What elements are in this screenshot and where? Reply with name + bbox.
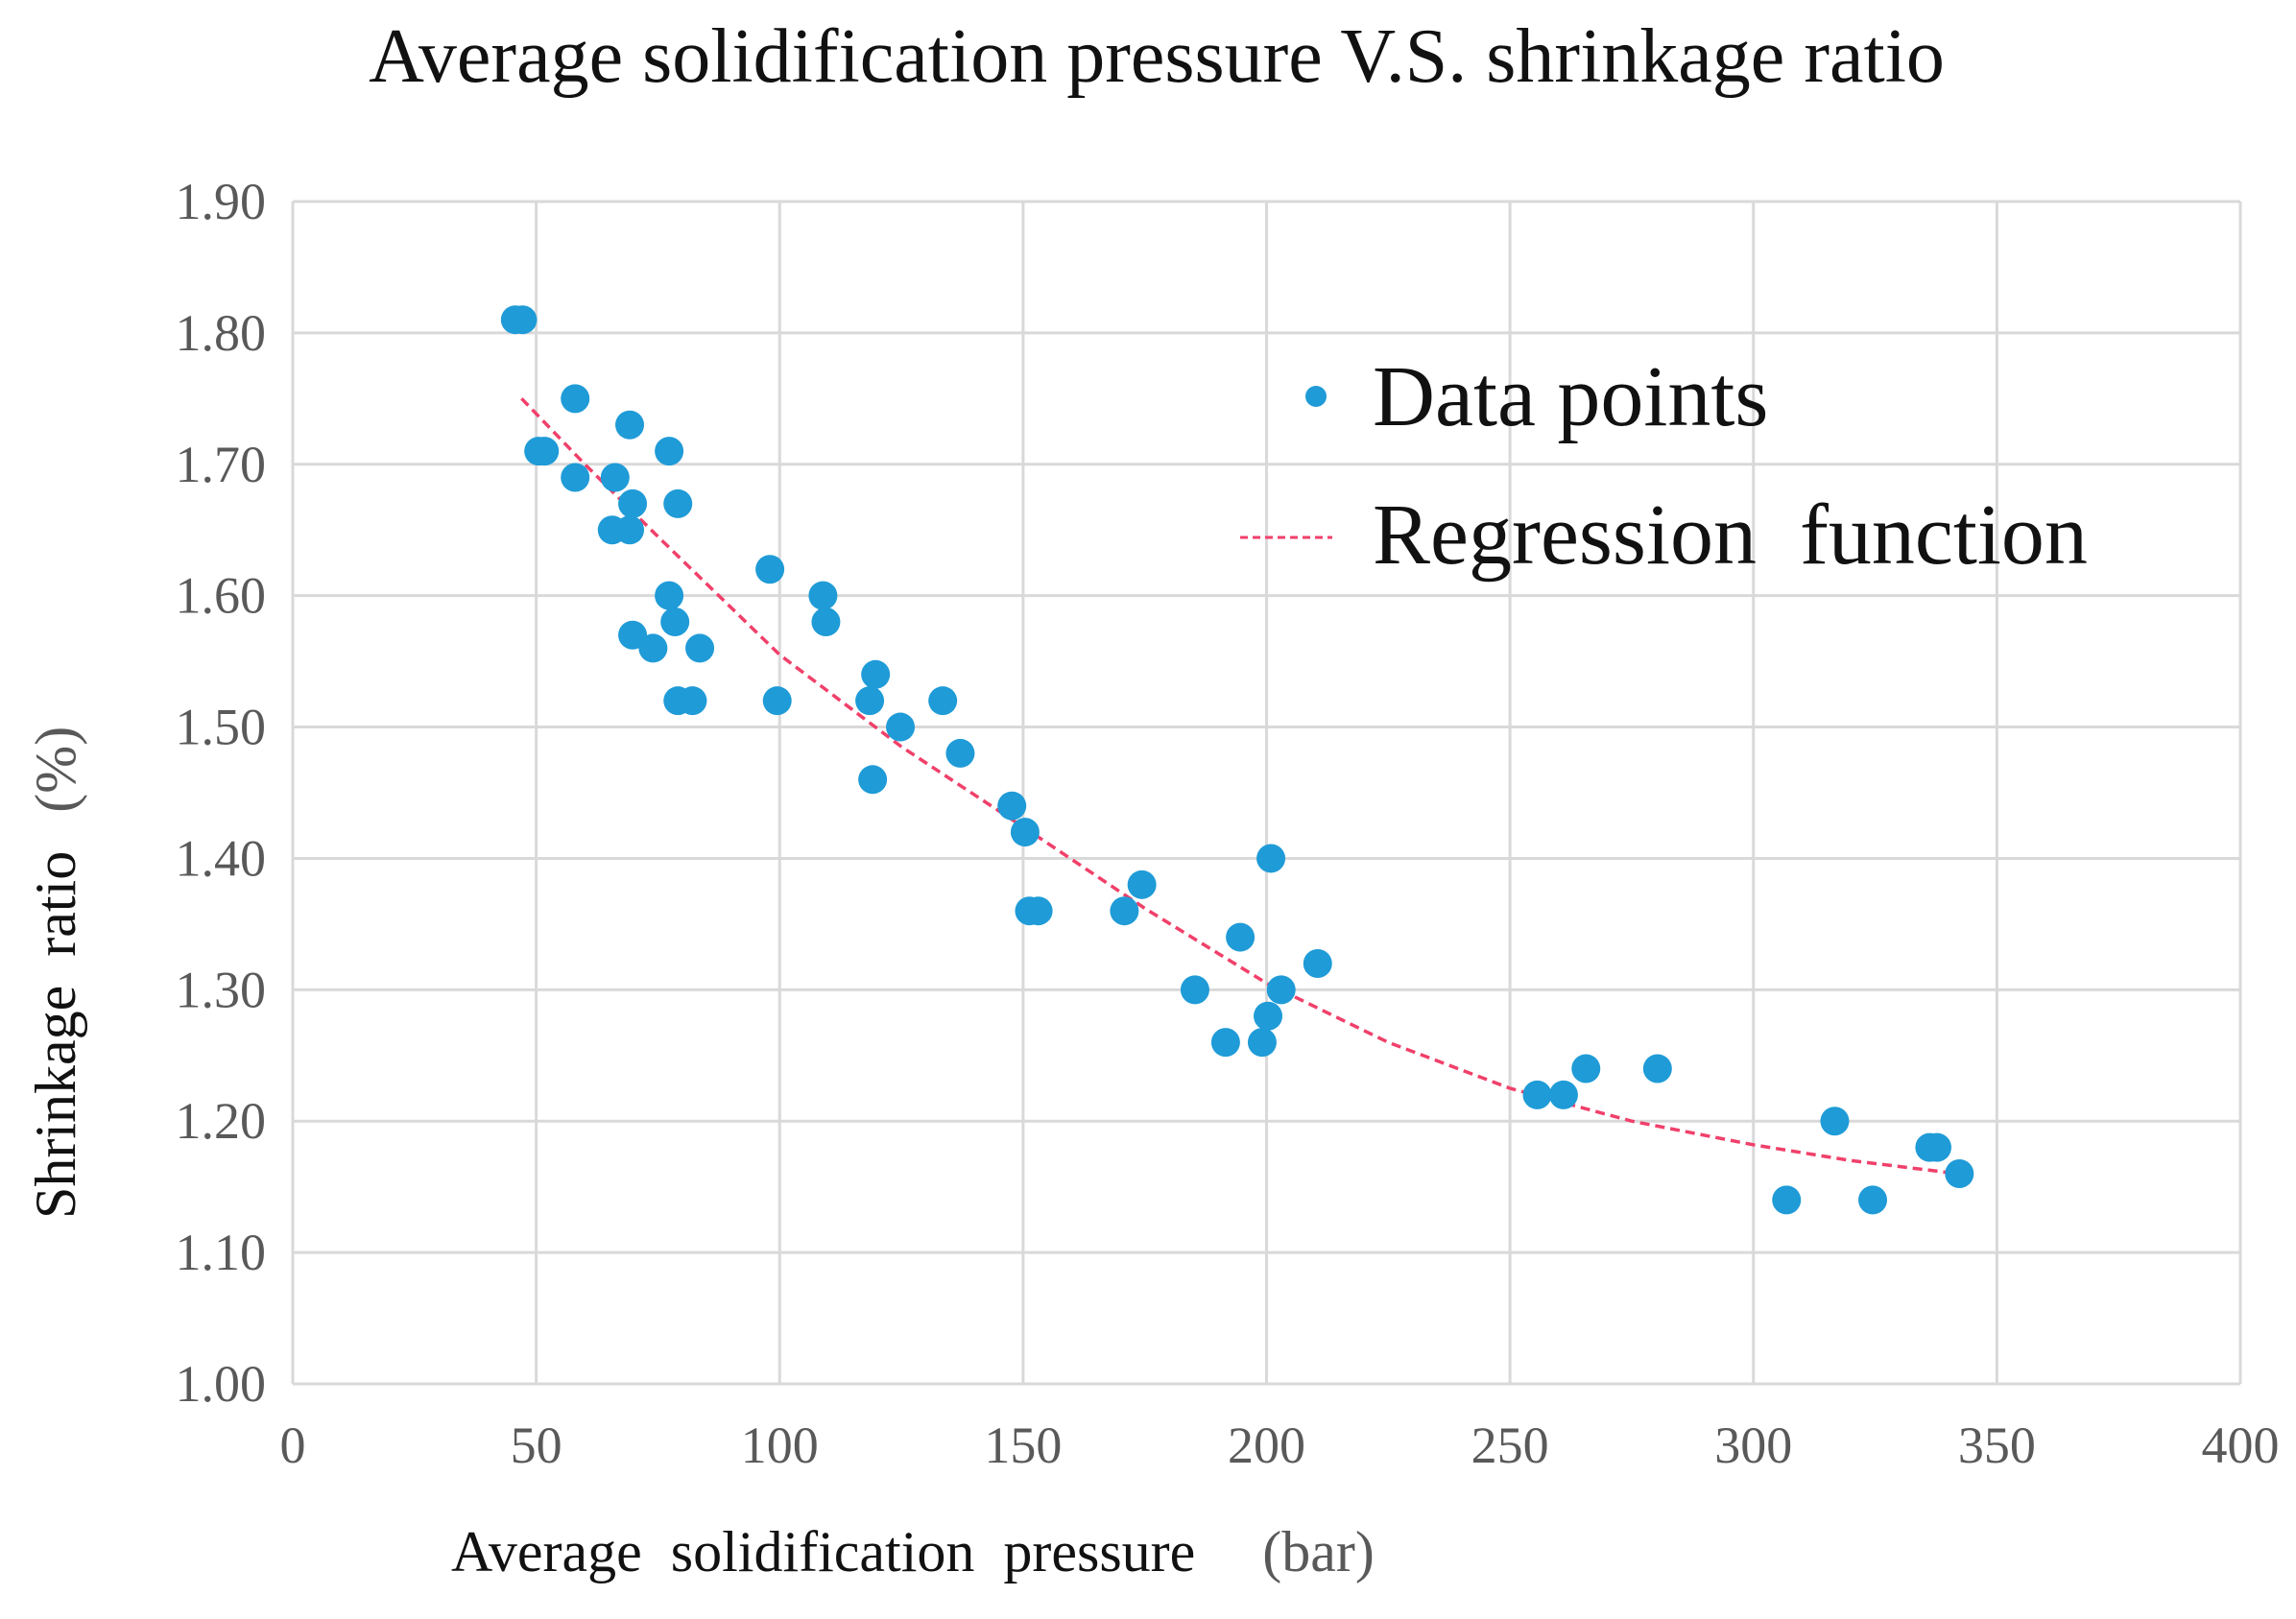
data-point [638,633,668,663]
y-axis-label: Shrinkage ratio (%) [24,726,87,1219]
data-point [561,384,590,414]
y-tick-label: 1.10 [176,1224,267,1281]
data-point [600,463,630,492]
chart-title: Average solidification pressure V.S. shr… [369,14,1945,99]
y-tick-label: 1.90 [176,173,267,230]
data-point [755,555,785,584]
data-point [1820,1107,1850,1136]
data-point [615,410,645,440]
data-point [762,686,792,716]
y-tick-label: 1.60 [176,567,267,625]
data-point [508,305,538,335]
legend: Data points Regression function [1240,349,2088,583]
data-point [861,659,891,689]
y-tick-label: 1.20 [176,1092,267,1150]
data-point [855,686,885,716]
x-tick-label: 200 [1228,1417,1305,1474]
y-tick-labels: 1.00 1.10 1.20 1.30 1.40 1.50 1.60 1.70 1.80 1.90 [176,173,267,1413]
x-tick-label: 150 [984,1417,1062,1474]
data-point [945,738,975,768]
data-point [811,607,841,637]
data-point [1571,1054,1601,1083]
data-point [1772,1185,1802,1215]
data-point [615,515,645,545]
data-point [1254,1001,1283,1031]
y-axis-unit: (%) [24,726,87,813]
regression-line [520,397,1959,1176]
data-point [1642,1054,1672,1083]
data-point [678,686,707,716]
data-point [1858,1185,1888,1215]
y-tick-label: 1.50 [176,699,267,756]
data-point [1127,869,1157,899]
data-point [1180,975,1209,1005]
data-point [561,463,590,492]
data-point [1256,844,1286,873]
data-point [858,765,888,795]
x-tick-label: 250 [1471,1417,1549,1474]
x-axis-label: Average solidification pressure (bar) [451,1520,1375,1583]
data-points [500,305,1974,1215]
data-point [655,581,684,610]
data-point [618,620,648,650]
data-point [1110,896,1139,926]
y-tick-label: 1.40 [176,829,267,887]
x-tick-label: 50 [511,1417,562,1474]
data-point [1210,1028,1240,1058]
data-point [886,712,916,742]
data-point [808,581,838,610]
data-point [655,437,684,466]
y-tick-label: 1.30 [176,961,267,1018]
x-axis-title: Average solidification pressure [451,1520,1195,1583]
data-point [1522,1080,1552,1109]
data-point [1023,896,1053,926]
y-axis-title: Shrinkage ratio [24,851,87,1219]
data-point [660,607,690,637]
x-tick-label: 350 [1958,1417,2036,1474]
data-point [1548,1080,1578,1109]
x-tick-label: 0 [280,1417,306,1474]
legend-marker-data-points [1305,386,1327,407]
legend-label-data-points: Data points [1373,349,1768,444]
data-point [663,488,693,518]
data-point [530,437,560,466]
data-point [1226,922,1256,952]
x-tick-label: 100 [741,1417,819,1474]
data-point [997,791,1027,821]
data-point [1010,818,1040,847]
data-point [618,488,648,518]
x-tick-labels: 0 50 100 150 200 250 300 350 400 [280,1417,2280,1474]
y-tick-label: 1.80 [176,304,267,362]
data-point [1266,975,1296,1005]
data-point [928,686,958,716]
data-point [1922,1132,1951,1162]
data-point [1247,1028,1277,1058]
y-tick-label: 1.70 [176,436,267,493]
y-tick-label: 1.00 [176,1355,267,1413]
x-axis-unit: (bar) [1262,1520,1375,1583]
data-point [685,633,715,663]
gridlines [291,200,2242,1386]
x-tick-label: 300 [1714,1417,1792,1474]
data-point [1303,948,1332,978]
legend-label-regression: Regression function [1373,488,2088,583]
x-tick-label: 400 [2202,1417,2280,1474]
data-point [1945,1158,1974,1188]
